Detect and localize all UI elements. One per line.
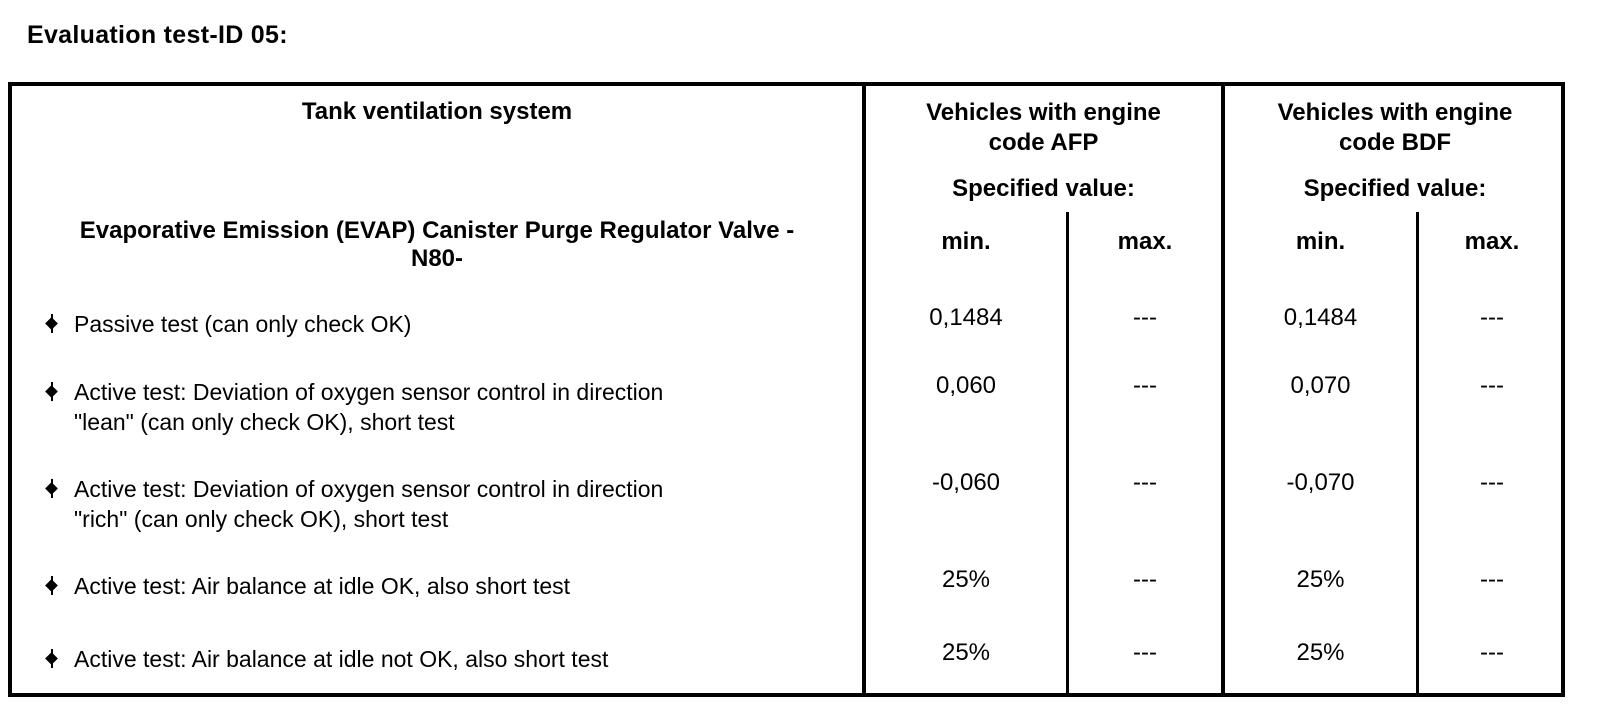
table-row-label: Active test: Deviation of oxygen sensor … <box>12 358 866 455</box>
value-bdf-min: 25% <box>1225 552 1419 625</box>
table-row-label: Active test: Air balance at idle OK, als… <box>12 552 866 625</box>
table-row-label: Passive test (can only check OK) <box>12 290 866 358</box>
min-header-afp: min. <box>866 212 1069 290</box>
diamond-bullet-icon <box>45 478 58 500</box>
value-bdf-min: -0,070 <box>1225 455 1419 552</box>
value-afp-max: --- <box>1069 552 1225 625</box>
specified-value-label-bdf: Specified value: <box>1303 175 1487 202</box>
min-header-bdf: min. <box>1225 212 1419 290</box>
value-afp-max: --- <box>1069 290 1225 358</box>
value-afp-min: -0,060 <box>866 455 1069 552</box>
engine-group-bdf: Vehicles with engine code BDF Specified … <box>1225 86 1565 212</box>
diamond-bullet-icon <box>45 648 58 670</box>
value-afp-max: --- <box>1069 625 1225 693</box>
value-bdf-max: --- <box>1480 372 1504 399</box>
row-label: Active test: Air balance at idle OK, als… <box>74 573 571 599</box>
engine-group-bdf-title: Vehicles with engine code BDF <box>1277 99 1513 156</box>
diamond-bullet-icon <box>45 381 58 403</box>
max-header-bdf: max. <box>1464 228 1520 255</box>
engine-group-afp-title: Vehicles with engine code AFP <box>926 99 1161 156</box>
page-title: Evaluation test-ID 05: <box>27 21 288 49</box>
row-label: Active test: Air balance at idle not OK,… <box>74 646 609 672</box>
value-afp-min: 0,1484 <box>866 290 1069 358</box>
value-afp-max: --- <box>1069 455 1225 552</box>
spec-table: Tank ventilation system Vehicles with en… <box>8 82 1565 697</box>
value-bdf-min: 0,070 <box>1225 358 1419 455</box>
diamond-bullet-icon <box>45 313 58 335</box>
evap-row-header: Evaporative Emission (EVAP) Canister Pur… <box>12 212 866 290</box>
table-row-label: Active test: Air balance at idle not OK,… <box>12 625 866 693</box>
value-bdf-min: 25% <box>1225 625 1419 693</box>
value-afp-max: --- <box>1069 358 1225 455</box>
max-header-afp: max. <box>1069 212 1225 290</box>
value-bdf-max: --- <box>1480 639 1504 666</box>
row-label: Active test: Deviation of oxygen sensor … <box>74 379 664 435</box>
tank-ventilation-header: Tank ventilation system <box>12 86 866 212</box>
value-bdf-min: 0,1484 <box>1225 290 1419 358</box>
value-afp-min: 25% <box>866 552 1069 625</box>
engine-group-afp: Vehicles with engine code AFP Specified … <box>866 86 1225 212</box>
value-bdf-max: --- <box>1480 304 1504 331</box>
row-label: Active test: Deviation of oxygen sensor … <box>74 476 664 532</box>
row-label: Passive test (can only check OK) <box>74 311 412 337</box>
value-afp-min: 0,060 <box>866 358 1069 455</box>
value-bdf-max: --- <box>1480 469 1504 496</box>
table-row-label: Active test: Deviation of oxygen sensor … <box>12 455 866 552</box>
value-afp-min: 25% <box>866 625 1069 693</box>
diamond-bullet-icon <box>45 575 58 597</box>
value-bdf-max: --- <box>1480 566 1504 593</box>
specified-value-label-afp: Specified value: <box>952 175 1135 202</box>
